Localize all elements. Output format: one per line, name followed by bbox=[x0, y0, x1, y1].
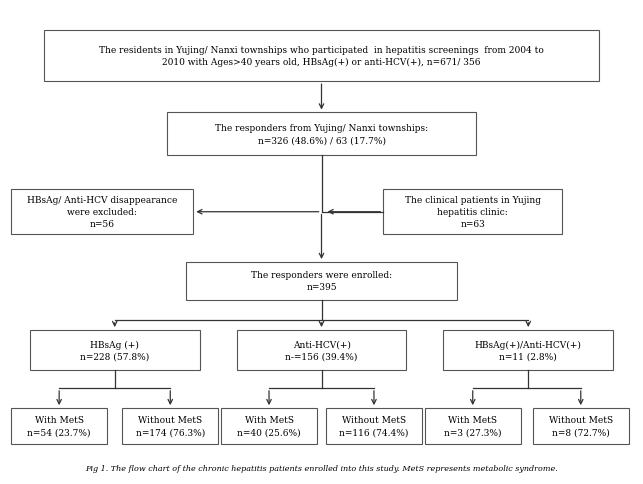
Text: With MetS
n=3 (27.3%): With MetS n=3 (27.3%) bbox=[444, 416, 502, 437]
FancyBboxPatch shape bbox=[221, 408, 317, 444]
Text: The clinical patients in Yujing
hepatitis clinic:
n=63: The clinical patients in Yujing hepatiti… bbox=[404, 196, 541, 228]
FancyBboxPatch shape bbox=[444, 330, 613, 370]
FancyBboxPatch shape bbox=[167, 113, 476, 155]
Text: With MetS
n=40 (25.6%): With MetS n=40 (25.6%) bbox=[237, 416, 301, 437]
FancyBboxPatch shape bbox=[425, 408, 521, 444]
FancyBboxPatch shape bbox=[30, 330, 199, 370]
FancyBboxPatch shape bbox=[533, 408, 629, 444]
Text: HBsAg (+)
n=228 (57.8%): HBsAg (+) n=228 (57.8%) bbox=[80, 340, 149, 361]
FancyBboxPatch shape bbox=[12, 190, 194, 235]
Text: Anti-HCV(+)
n-=156 (39.4%): Anti-HCV(+) n-=156 (39.4%) bbox=[285, 340, 358, 361]
Text: HBsAg(+)/Anti-HCV(+)
n=11 (2.8%): HBsAg(+)/Anti-HCV(+) n=11 (2.8%) bbox=[475, 340, 582, 361]
FancyBboxPatch shape bbox=[383, 190, 562, 235]
FancyBboxPatch shape bbox=[326, 408, 422, 444]
Text: The residents in Yujing/ Nanxi townships who participated  in hepatitis screenin: The residents in Yujing/ Nanxi townships… bbox=[99, 46, 544, 67]
Text: With MetS
n=54 (23.7%): With MetS n=54 (23.7%) bbox=[28, 416, 91, 437]
Text: Without MetS
n=174 (76.3%): Without MetS n=174 (76.3%) bbox=[136, 416, 205, 437]
Text: HBsAg/ Anti-HCV disappearance
were excluded:
n=56: HBsAg/ Anti-HCV disappearance were exclu… bbox=[27, 196, 177, 228]
Text: Without MetS
n=116 (74.4%): Without MetS n=116 (74.4%) bbox=[340, 416, 409, 437]
Text: The responders from Yujing/ Nanxi townships:
n=326 (48.6%) / 63 (17.7%): The responders from Yujing/ Nanxi townsh… bbox=[215, 124, 428, 145]
FancyBboxPatch shape bbox=[237, 330, 406, 370]
Text: The responders were enrolled:
n=395: The responders were enrolled: n=395 bbox=[251, 271, 392, 292]
FancyBboxPatch shape bbox=[12, 408, 107, 444]
Text: Fig 1. The flow chart of the chronic hepatitis patients enrolled into this study: Fig 1. The flow chart of the chronic hep… bbox=[85, 464, 558, 472]
FancyBboxPatch shape bbox=[44, 31, 599, 82]
Text: Without MetS
n=8 (72.7%): Without MetS n=8 (72.7%) bbox=[548, 416, 613, 437]
FancyBboxPatch shape bbox=[186, 262, 457, 300]
FancyBboxPatch shape bbox=[122, 408, 218, 444]
